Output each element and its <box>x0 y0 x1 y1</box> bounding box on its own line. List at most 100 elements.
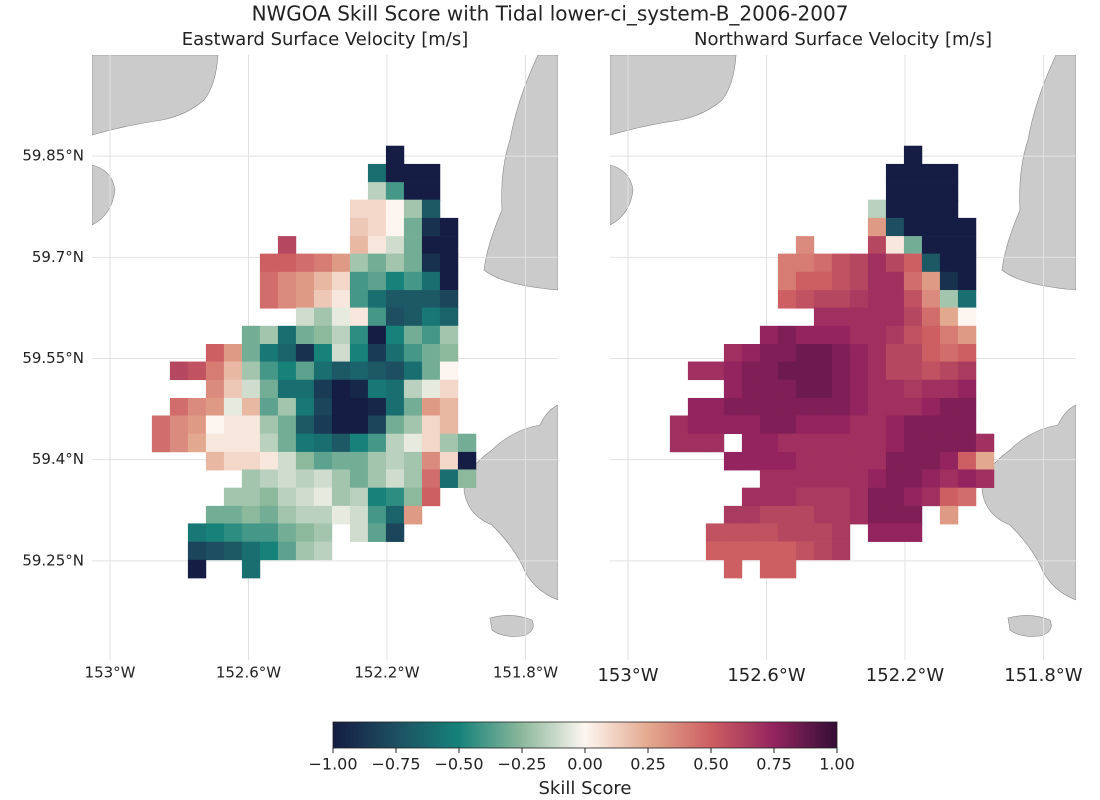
cell <box>885 415 905 435</box>
cell <box>313 271 333 291</box>
cell <box>903 182 923 201</box>
cell <box>421 433 441 453</box>
cell <box>403 236 423 255</box>
cell <box>277 505 297 525</box>
cell <box>831 253 851 273</box>
cell <box>277 271 297 291</box>
cell <box>705 415 725 435</box>
cell <box>795 271 815 291</box>
cell <box>421 271 441 291</box>
cell <box>151 415 171 435</box>
cell <box>385 344 405 363</box>
cell <box>439 271 459 291</box>
cell <box>957 307 977 327</box>
cell <box>777 290 797 309</box>
cell <box>385 433 405 453</box>
colorbar-tick-label: −0.25 <box>497 755 546 774</box>
cell <box>831 541 851 561</box>
cell <box>759 415 779 435</box>
cell <box>367 415 387 435</box>
cell <box>241 469 261 488</box>
cell <box>777 415 797 435</box>
cell <box>795 236 815 255</box>
cell <box>241 379 261 399</box>
cell <box>439 451 459 471</box>
cell <box>831 505 851 525</box>
cell <box>795 523 815 542</box>
cell <box>957 325 977 345</box>
cell <box>759 433 779 453</box>
cell <box>313 433 333 453</box>
cell <box>957 236 977 255</box>
cell <box>723 344 743 363</box>
cell <box>385 236 405 255</box>
cell <box>259 451 279 471</box>
cell <box>295 451 315 471</box>
cell <box>795 541 815 561</box>
cell <box>885 433 905 453</box>
cell <box>777 433 797 453</box>
cell <box>385 271 405 291</box>
cell <box>903 271 923 291</box>
cell <box>777 469 797 488</box>
cell <box>903 145 923 165</box>
cell <box>367 433 387 453</box>
cell <box>867 307 887 327</box>
cell <box>367 163 387 183</box>
cell <box>867 361 887 381</box>
cell <box>313 290 333 309</box>
cell <box>885 361 905 381</box>
cell <box>367 182 387 201</box>
cell <box>849 397 869 417</box>
cell <box>169 397 189 417</box>
cell <box>903 199 923 219</box>
cell <box>831 433 851 453</box>
cell <box>939 469 959 488</box>
cell <box>313 451 333 471</box>
cell <box>385 290 405 309</box>
cell <box>331 487 351 507</box>
cell <box>187 361 207 381</box>
cell <box>903 487 923 507</box>
cell <box>867 236 887 255</box>
cell <box>169 361 189 381</box>
cell <box>795 505 815 525</box>
cell <box>313 469 333 488</box>
cell <box>759 379 779 399</box>
cell <box>813 523 833 542</box>
cell <box>741 505 761 525</box>
panel-title: Northward Surface Velocity [m/s] <box>694 29 992 50</box>
cell <box>795 253 815 273</box>
cell <box>759 397 779 417</box>
cell <box>403 217 423 237</box>
cell <box>741 433 761 453</box>
cell <box>687 361 707 381</box>
cell <box>813 379 833 399</box>
cell <box>849 415 869 435</box>
cell <box>313 505 333 525</box>
cell <box>759 325 779 345</box>
cell <box>885 325 905 345</box>
cell <box>759 361 779 381</box>
cell <box>885 469 905 488</box>
cell <box>259 433 279 453</box>
cell <box>687 397 707 417</box>
cell <box>723 379 743 399</box>
cell <box>957 290 977 309</box>
cell <box>385 379 405 399</box>
cell <box>367 253 387 273</box>
cell <box>205 433 225 453</box>
cell <box>867 505 887 525</box>
cell <box>903 397 923 417</box>
colorbar-tick-label: 0.25 <box>630 755 666 774</box>
cell <box>295 415 315 435</box>
cell <box>741 361 761 381</box>
cell <box>957 271 977 291</box>
cell <box>439 469 459 488</box>
cell <box>439 397 459 417</box>
cell <box>885 182 905 201</box>
cell <box>259 487 279 507</box>
cell <box>741 523 761 542</box>
cell <box>349 433 369 453</box>
cell <box>385 523 405 542</box>
